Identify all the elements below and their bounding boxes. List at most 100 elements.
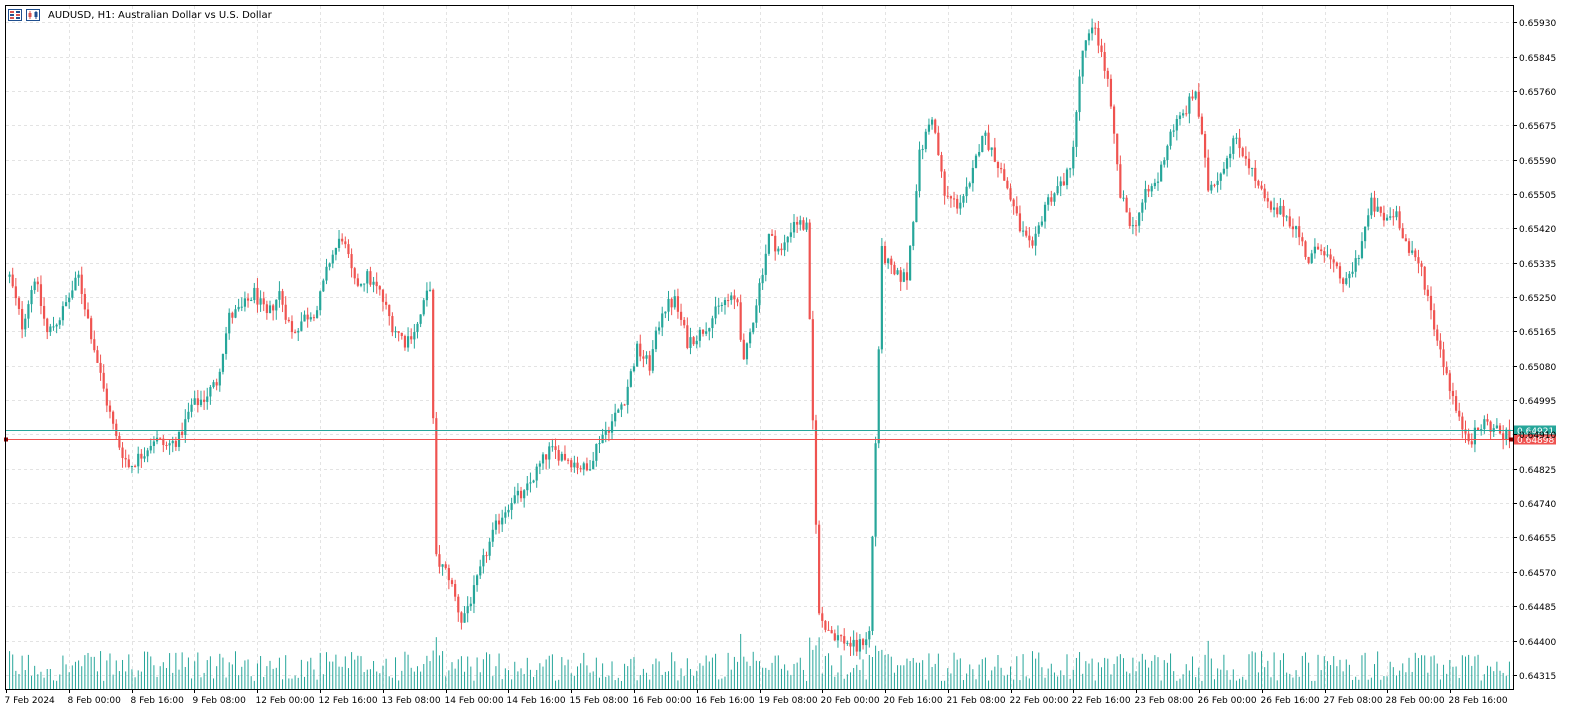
candle-bull xyxy=(250,299,253,301)
volume-bar xyxy=(1446,673,1448,689)
candle-bear xyxy=(1257,180,1260,186)
candle-bull xyxy=(30,290,33,305)
volume-bar xyxy=(1427,672,1429,689)
time-tick-label: 21 Feb 08:00 xyxy=(947,696,1006,706)
price-tick-label: 0.65760 xyxy=(1519,88,1556,98)
volume-bar xyxy=(178,669,180,689)
candle-bear xyxy=(118,435,121,448)
time-tick-label: 13 Feb 08:00 xyxy=(382,696,441,706)
candle-bear xyxy=(1379,206,1382,213)
volume-bar xyxy=(282,679,284,689)
volume-bar xyxy=(937,653,939,689)
candle-bull xyxy=(372,281,375,285)
volume-bar xyxy=(790,674,792,689)
volume-bar xyxy=(1414,652,1416,689)
volume-bar xyxy=(831,665,833,689)
volume-bar xyxy=(671,652,673,689)
volume-bar xyxy=(297,677,299,689)
volume-bar xyxy=(796,662,798,689)
volume-bar xyxy=(1132,657,1134,689)
volume-bar xyxy=(1116,656,1118,689)
volume-bar xyxy=(451,662,453,689)
volume-bar xyxy=(605,676,607,689)
indicator-list-icon[interactable] xyxy=(26,9,40,21)
volume-bar xyxy=(495,666,497,689)
candle-bull xyxy=(548,446,551,460)
candle-bull xyxy=(187,411,190,420)
candle-bear xyxy=(1320,249,1323,252)
volume-bar xyxy=(216,666,218,689)
volume-bar xyxy=(266,666,268,689)
volume-bar xyxy=(294,675,296,689)
candle-bull xyxy=(1087,33,1091,41)
candle-bear xyxy=(701,329,705,334)
price-tick-label: 0.64825 xyxy=(1519,466,1556,476)
candle-bull xyxy=(610,421,614,433)
volume-bar xyxy=(1072,669,1074,689)
volume-bar xyxy=(150,656,152,689)
volume-bar xyxy=(438,655,440,689)
volume-bar xyxy=(122,659,124,689)
volume-bar xyxy=(1129,673,1131,689)
candle-bear xyxy=(231,312,234,318)
ask-price-label: 0.64921 xyxy=(1517,427,1554,437)
volume-bar xyxy=(765,667,767,689)
chart-type-icon[interactable] xyxy=(8,9,22,21)
volume-bar xyxy=(376,671,378,689)
volume-bar xyxy=(1298,676,1300,689)
volume-bar xyxy=(746,661,748,689)
price-tick-label: 0.64740 xyxy=(1519,500,1556,510)
candle-bear xyxy=(1207,157,1210,191)
volume-bar xyxy=(52,680,54,689)
volume-bar xyxy=(1069,678,1071,689)
volume-bar xyxy=(944,680,946,689)
candle-bear xyxy=(46,318,49,333)
candle-bull xyxy=(836,635,840,641)
candle-bull xyxy=(1348,273,1351,279)
volume-bar xyxy=(501,679,503,689)
price-tick-label: 0.65165 xyxy=(1519,328,1556,338)
volume-bar xyxy=(733,656,735,689)
volume-bar xyxy=(693,675,695,689)
candle-bull xyxy=(303,314,306,322)
candle-bull xyxy=(221,353,225,372)
volume-bar xyxy=(385,658,387,689)
candle-bull xyxy=(55,324,58,327)
volume-bar xyxy=(909,661,911,689)
volume-bar xyxy=(1317,654,1319,689)
volume-bar xyxy=(583,652,585,689)
candle-bull xyxy=(479,566,482,576)
candle-bull xyxy=(717,305,720,307)
volume-bar xyxy=(897,665,899,689)
volume-bar xyxy=(1195,677,1197,689)
candle-bear xyxy=(14,286,17,299)
candle-bull xyxy=(805,222,808,230)
candle-bull xyxy=(334,247,337,255)
volume-bar xyxy=(1016,656,1018,689)
volume-bar xyxy=(1166,662,1168,689)
volume-bar xyxy=(1010,666,1012,689)
candle-bull xyxy=(212,382,215,388)
candle-bull xyxy=(278,291,281,300)
candle-bear xyxy=(554,446,557,450)
volume-bar xyxy=(1292,677,1294,689)
volume-bar xyxy=(655,658,657,689)
candle-bear xyxy=(839,635,843,637)
volume-bar xyxy=(27,654,29,689)
candle-bull xyxy=(1385,217,1389,221)
time-tick-label: 26 Feb 16:00 xyxy=(1261,696,1320,706)
volume-bar xyxy=(272,668,274,689)
volume-bar xyxy=(1323,656,1325,689)
candle-bull xyxy=(1153,182,1156,187)
volume-bar xyxy=(473,680,475,689)
candle-bull xyxy=(1072,146,1075,169)
volume-bar xyxy=(953,652,955,689)
volume-bar xyxy=(1122,658,1124,689)
candle-bull xyxy=(978,151,981,156)
candle-bull xyxy=(1163,160,1166,165)
candle-bull xyxy=(777,248,780,252)
candle-bull xyxy=(1210,184,1213,191)
candle-bear xyxy=(1062,181,1065,186)
